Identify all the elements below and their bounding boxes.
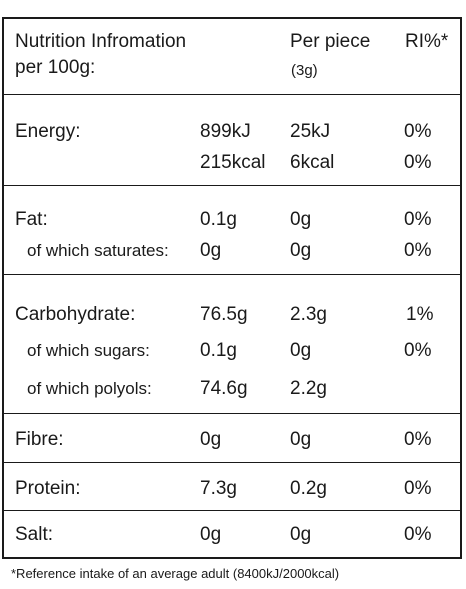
saturates-label: of which saturates: xyxy=(27,241,169,260)
energy-piece-kcal: 6kcal xyxy=(290,152,335,173)
row-divider xyxy=(4,462,460,463)
sugars-per100: 0.1g xyxy=(200,340,237,361)
row-divider xyxy=(4,274,460,275)
fibre-piece: 0g xyxy=(290,429,312,450)
protein-piece: 0.2g xyxy=(290,478,327,499)
protein-label: Protein: xyxy=(15,478,81,499)
polyols-piece: 2.2g xyxy=(290,378,327,399)
header-ri: RI%* xyxy=(405,31,449,52)
saturates-ri: 0% xyxy=(404,240,432,261)
energy-piece-kj: 25kJ xyxy=(290,121,331,142)
carbohydrate-ri: 1% xyxy=(406,304,434,325)
polyols-per100: 74.6g xyxy=(200,378,248,399)
energy-per100-kj: 899kJ xyxy=(200,121,251,142)
sugars-ri: 0% xyxy=(404,340,432,361)
fibre-per100: 0g xyxy=(200,429,222,450)
salt-piece: 0g xyxy=(290,524,312,545)
fat-per100: 0.1g xyxy=(200,209,237,230)
header-title-line1: Nutrition Infromation xyxy=(15,31,187,52)
fibre-label: Fibre: xyxy=(15,429,64,450)
reference-intake-footnote: *Reference intake of an average adult (8… xyxy=(11,566,340,581)
header-title-line2: per 100g: xyxy=(15,57,96,78)
energy-ri-kj: 0% xyxy=(404,121,432,142)
carbohydrate-per100: 76.5g xyxy=(200,304,248,325)
saturates-per100: 0g xyxy=(200,240,222,261)
protein-ri: 0% xyxy=(404,478,432,499)
energy-ri-kcal: 0% xyxy=(404,152,432,173)
fibre-ri: 0% xyxy=(404,429,432,450)
energy-label: Energy: xyxy=(15,121,81,142)
row-divider xyxy=(4,413,460,414)
header-per-piece-unit: (3g) xyxy=(291,62,318,79)
carbohydrate-piece: 2.3g xyxy=(290,304,327,325)
fat-piece: 0g xyxy=(290,209,312,230)
polyols-label: of which polyols: xyxy=(27,379,152,398)
saturates-piece: 0g xyxy=(290,240,312,261)
energy-per100-kcal: 215kcal xyxy=(200,152,266,173)
salt-ri: 0% xyxy=(404,524,432,545)
header-per-piece: Per piece xyxy=(290,31,371,52)
carbohydrate-label: Carbohydrate: xyxy=(15,304,136,325)
fat-label: Fat: xyxy=(15,209,48,230)
salt-per100: 0g xyxy=(200,524,222,545)
sugars-label: of which sugars: xyxy=(27,341,150,360)
row-divider xyxy=(4,94,460,95)
row-divider xyxy=(4,510,460,511)
row-divider xyxy=(4,185,460,186)
nutrition-table: Nutrition Infromation per 100g: Per piec… xyxy=(2,17,462,559)
protein-per100: 7.3g xyxy=(200,478,237,499)
salt-label: Salt: xyxy=(15,524,54,545)
fat-ri: 0% xyxy=(404,209,432,230)
sugars-piece: 0g xyxy=(290,340,312,361)
